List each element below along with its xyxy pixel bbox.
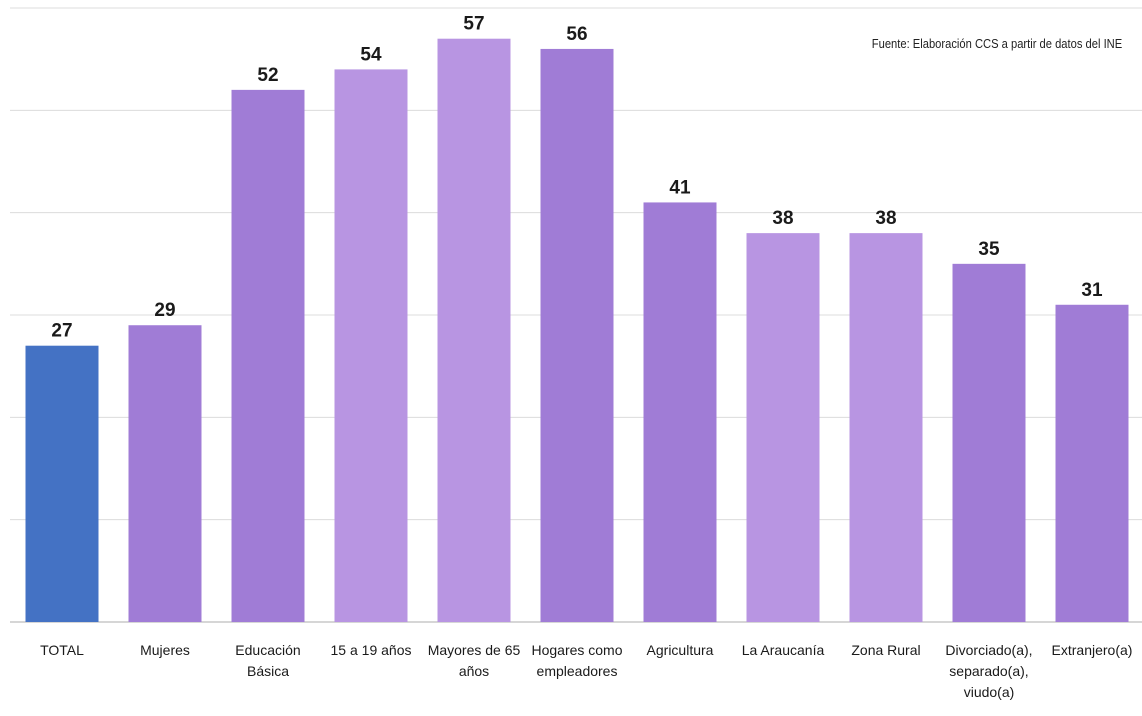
data-label: 41 xyxy=(669,177,691,198)
bar xyxy=(540,48,614,622)
x-tick-label: Agricultura xyxy=(647,642,714,658)
x-tick-label: 15 a 19 años xyxy=(331,642,412,658)
x-tick-label: La Araucanía xyxy=(742,642,825,658)
x-tick-label: Mujeres xyxy=(140,642,190,658)
data-label: 31 xyxy=(1081,280,1103,301)
x-tick-label: Educación Básica xyxy=(235,642,300,679)
bar xyxy=(334,69,408,622)
bar xyxy=(952,263,1026,622)
bar xyxy=(25,345,99,622)
x-tick-label: Mayores de 65 años xyxy=(428,642,521,679)
data-label: 38 xyxy=(772,208,793,229)
data-label: 54 xyxy=(360,44,382,65)
data-label: 29 xyxy=(154,300,175,321)
source-note: Fuente: Elaboración CCS a partir de dato… xyxy=(871,36,1122,51)
data-label: 27 xyxy=(51,321,72,342)
data-label: 35 xyxy=(978,239,1000,260)
data-label: 38 xyxy=(875,208,896,229)
data-label: 57 xyxy=(463,14,484,35)
x-tick-label: Extranjero(a) xyxy=(1052,642,1133,658)
data-label: 56 xyxy=(566,24,587,45)
bar xyxy=(643,202,717,622)
bar xyxy=(437,38,511,622)
bar xyxy=(1055,304,1129,622)
data-label: 52 xyxy=(257,65,278,86)
bar xyxy=(231,89,305,622)
x-tick-label: Zona Rural xyxy=(851,642,920,658)
x-tick-label: Hogares como empleadores xyxy=(531,642,622,679)
bar xyxy=(849,233,923,622)
x-tick-label: TOTAL xyxy=(40,642,84,658)
x-tick-label: Divorciado(a), separado(a), viudo(a) xyxy=(945,642,1032,700)
bar xyxy=(746,233,820,622)
bar xyxy=(128,325,202,622)
